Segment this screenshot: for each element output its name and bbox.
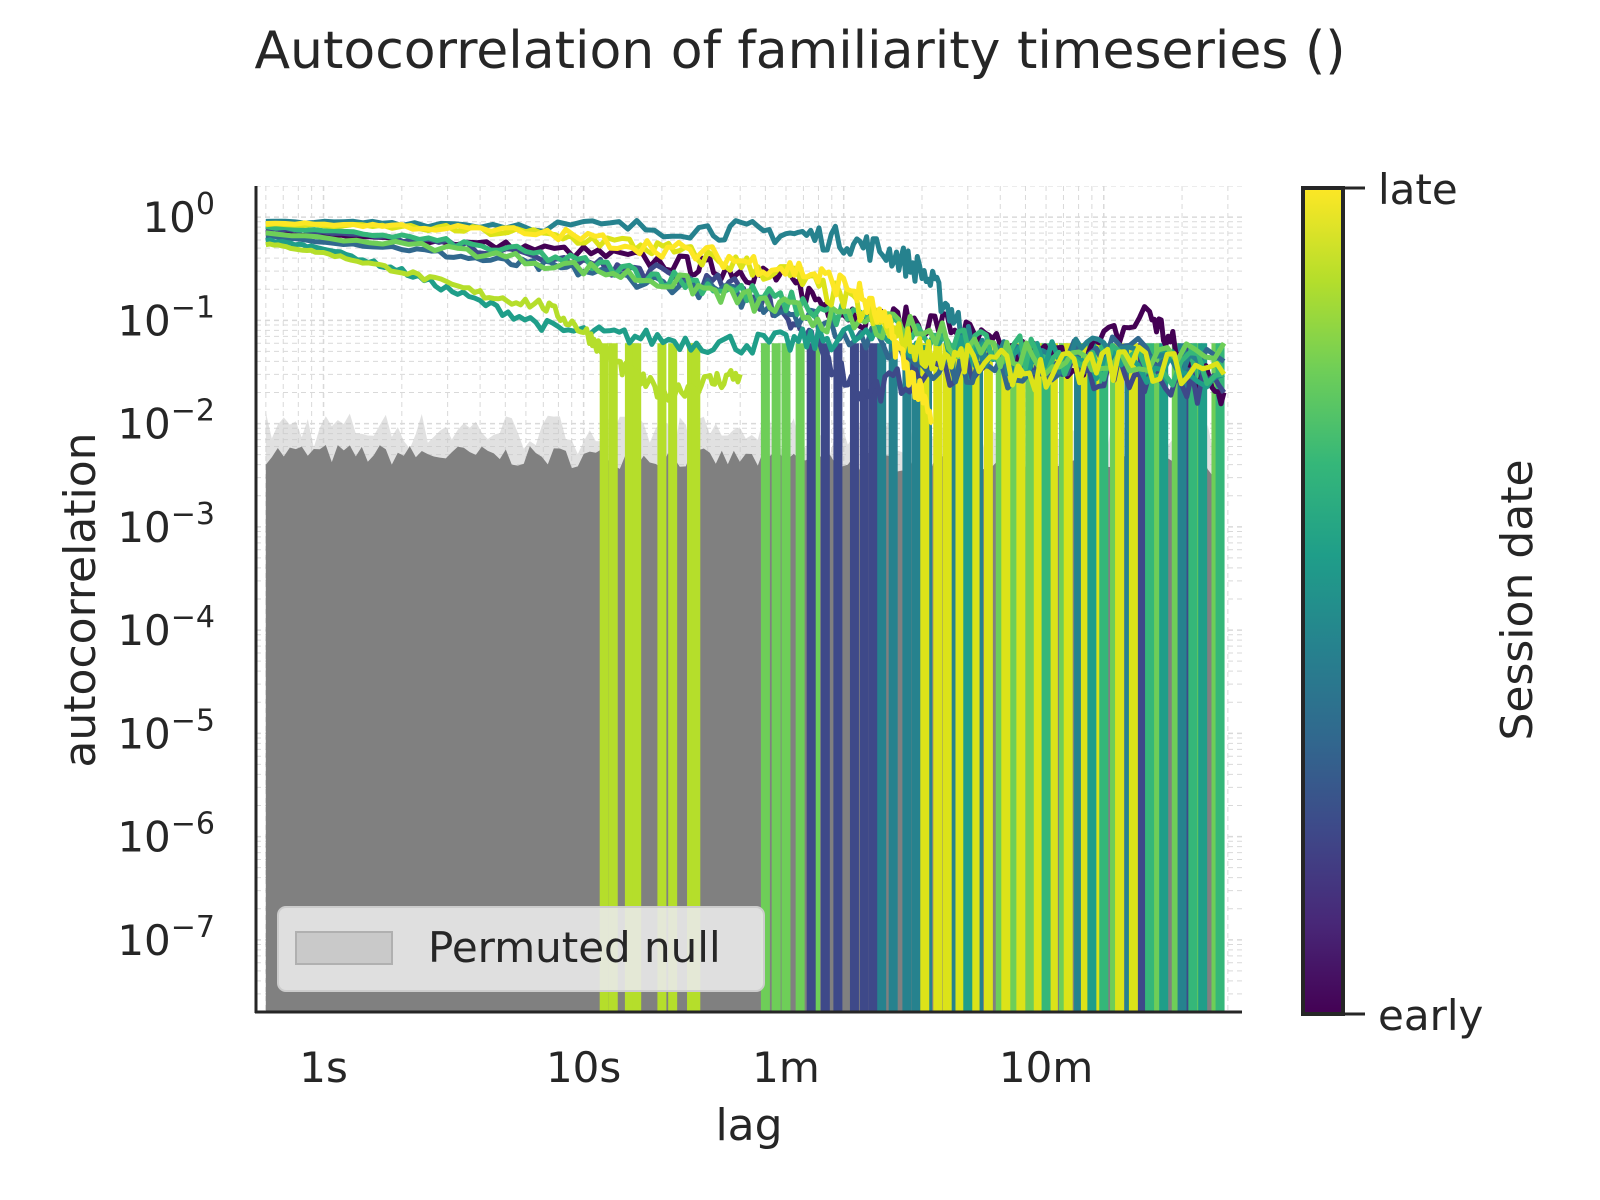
- y-tick-labels: 100 10−1 10−2 10−3 10−4 10−5 10−6 10−7: [117, 187, 215, 965]
- y-tick-label: 10−5: [117, 703, 215, 758]
- legend: Permuted null: [277, 906, 765, 992]
- y-tick-label: 10−6: [117, 807, 215, 862]
- colorbar-low-label: early: [1378, 991, 1483, 1040]
- y-tick-label: 10−2: [117, 394, 215, 449]
- x-tick-label: 10m: [999, 1043, 1093, 1092]
- axes-spines: [254, 186, 1242, 1014]
- legend-label-permuted-null: Permuted null: [428, 923, 721, 972]
- y-tick-label: 10−7: [117, 910, 215, 965]
- y-axis-label: autocorrelation: [55, 432, 106, 767]
- x-tick-label: 1s: [299, 1043, 348, 1092]
- series-line-7: [265, 230, 1227, 376]
- x-tick-labels: 1s 10s 1m 10m: [299, 1043, 1093, 1092]
- colorbar: late early Session date: [1301, 165, 1543, 1040]
- series-line-10: [265, 220, 935, 426]
- colorbar-high-label: late: [1378, 165, 1458, 214]
- colorbar-bar: [1301, 186, 1345, 1016]
- x-tick-label: 10s: [546, 1043, 621, 1092]
- x-axis-label: lag: [715, 1100, 782, 1151]
- colorbar-title: Session date: [1492, 459, 1543, 740]
- series-lines: [265, 218, 1227, 426]
- series-dropouts: [599, 343, 1225, 1012]
- y-tick-label: 10−4: [117, 600, 215, 655]
- legend-frame: [277, 906, 765, 992]
- series-line-6: [265, 224, 1225, 388]
- y-tick-label: 10−3: [117, 497, 215, 552]
- chart-title: Autocorrelation of familiarity timeserie…: [254, 21, 1345, 81]
- legend-swatch: [295, 931, 393, 965]
- y-tick-label: 100: [142, 187, 215, 242]
- y-tick-label: 10−1: [117, 290, 215, 345]
- series-line-8: [265, 241, 743, 403]
- x-tick-label: 1m: [752, 1043, 820, 1092]
